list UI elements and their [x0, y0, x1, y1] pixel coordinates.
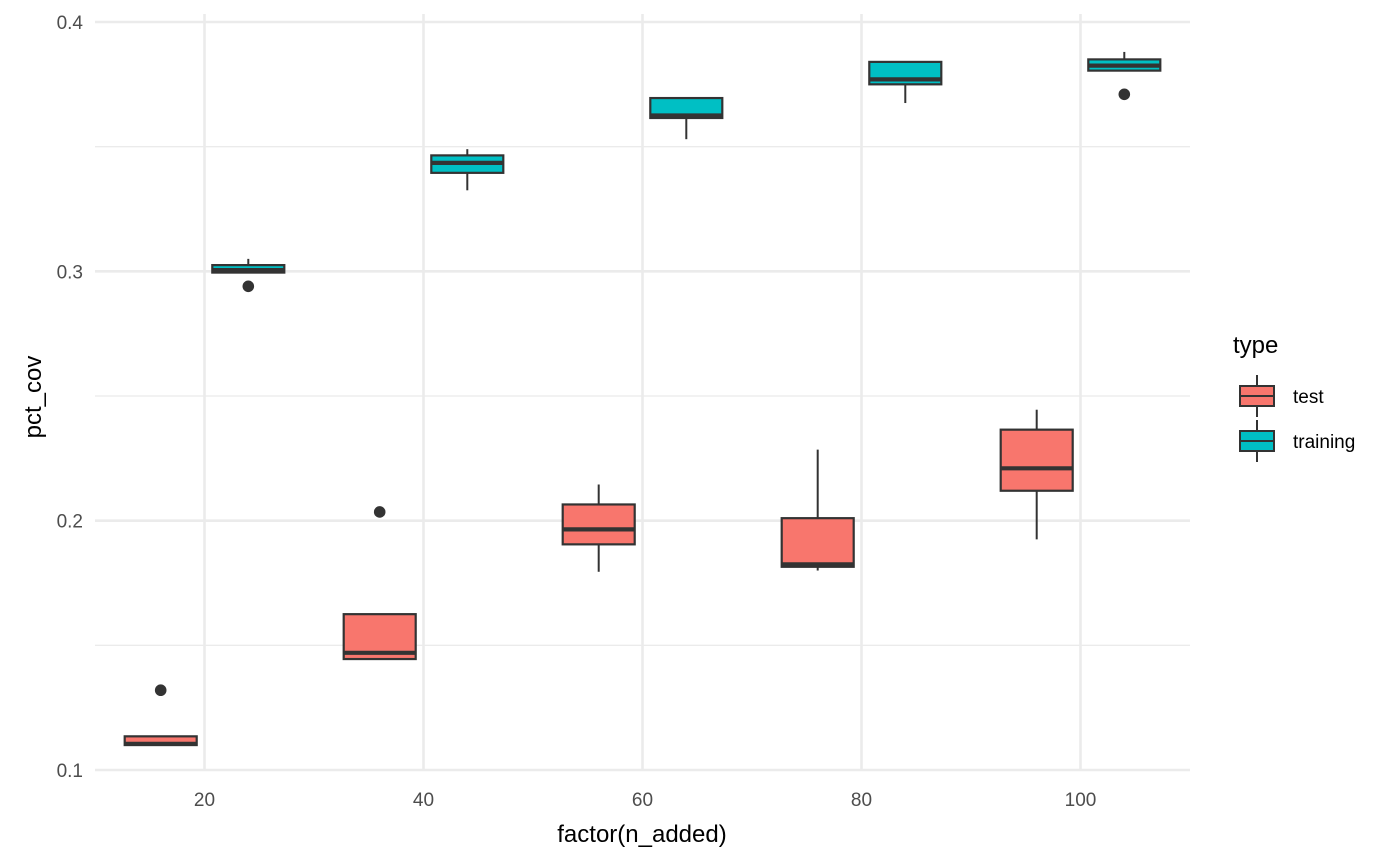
- box-body: [649, 96, 724, 120]
- box-training: [649, 96, 724, 140]
- box-layer: [123, 51, 1162, 747]
- legend-label: test: [1293, 387, 1324, 408]
- x-tick-label: 100: [1065, 790, 1097, 811]
- x-axis-title: factor(n_added): [557, 821, 726, 848]
- legend-item-training: training: [1239, 420, 1355, 462]
- legend: type test training: [1233, 332, 1355, 462]
- box-test: [780, 449, 855, 571]
- x-tick-label: 60: [632, 790, 653, 811]
- outlier-point: [154, 684, 167, 697]
- box-test: [999, 409, 1074, 540]
- box-training: [211, 258, 286, 293]
- x-tick-label: 40: [413, 790, 434, 811]
- legend-label: training: [1293, 432, 1355, 453]
- box-body: [780, 517, 855, 568]
- y-axis-title: pct_cov: [20, 356, 47, 439]
- legend-item-test: test: [1239, 375, 1324, 417]
- box-training: [430, 149, 505, 191]
- box-test: [342, 506, 417, 661]
- box-training: [1087, 51, 1162, 101]
- outlier-point: [242, 280, 255, 293]
- y-tick-label: 0.2: [57, 512, 83, 533]
- outlier-point: [1118, 88, 1131, 101]
- box-test: [123, 684, 198, 747]
- legend-title: type: [1233, 332, 1278, 359]
- box-test: [561, 484, 636, 572]
- box-training: [868, 60, 943, 104]
- box-body: [561, 503, 636, 546]
- outlier-point: [373, 506, 386, 518]
- y-tick-label: 0.4: [57, 13, 84, 34]
- x-tick-label: 80: [851, 790, 872, 811]
- grid-layer: [95, 14, 1190, 772]
- x-tick-label: 20: [194, 790, 215, 811]
- y-tick-label: 0.1: [57, 761, 83, 782]
- axis-layer: factor(n_added) pct_cov 0.1 0.2 0.3 0.4 20 40…: [20, 13, 1096, 848]
- box-body: [999, 428, 1074, 492]
- y-tick-label: 0.3: [57, 262, 83, 283]
